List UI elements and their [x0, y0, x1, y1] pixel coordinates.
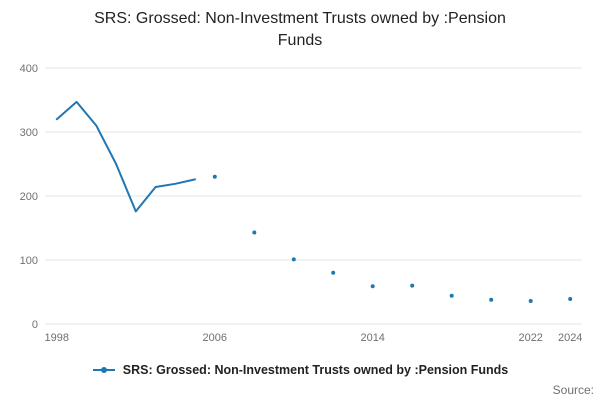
- data-point: [528, 299, 533, 303]
- data-point: [449, 293, 454, 298]
- y-tick-label: 400: [20, 63, 38, 75]
- data-point: [252, 230, 257, 235]
- y-tick-label: 200: [20, 191, 38, 203]
- data-point: [370, 284, 375, 289]
- x-tick-label: 2014: [360, 332, 384, 344]
- data-point: [568, 297, 573, 301]
- y-tick-label: 300: [20, 127, 38, 139]
- data-point: [291, 257, 296, 262]
- data-point: [489, 297, 494, 302]
- x-tick-label: 2006: [203, 332, 227, 344]
- legend-item[interactable]: SRS: Grossed: Non-Investment Trusts owne…: [0, 363, 600, 377]
- x-tick-label: 2022: [518, 332, 542, 344]
- y-tick-label: 0: [32, 319, 38, 331]
- series-line: [55, 100, 196, 213]
- legend-line-marker-icon: [92, 367, 115, 373]
- legend-label: SRS: Grossed: Non-Investment Trusts owne…: [122, 363, 509, 377]
- chart-svg: 0 100 200 300 400 1998 2006 2014 2022 2024: [20, 63, 583, 344]
- y-tick-label: 100: [20, 255, 38, 267]
- data-point: [410, 283, 415, 288]
- x-tick-label: 2024: [558, 332, 582, 344]
- source-label: Source:: [552, 383, 594, 397]
- x-tick-label: 1998: [45, 332, 69, 344]
- chart-title: SRS: Grossed: Non-Investment Trusts owne…: [94, 10, 506, 49]
- data-point: [331, 270, 336, 275]
- data-point: [212, 174, 217, 179]
